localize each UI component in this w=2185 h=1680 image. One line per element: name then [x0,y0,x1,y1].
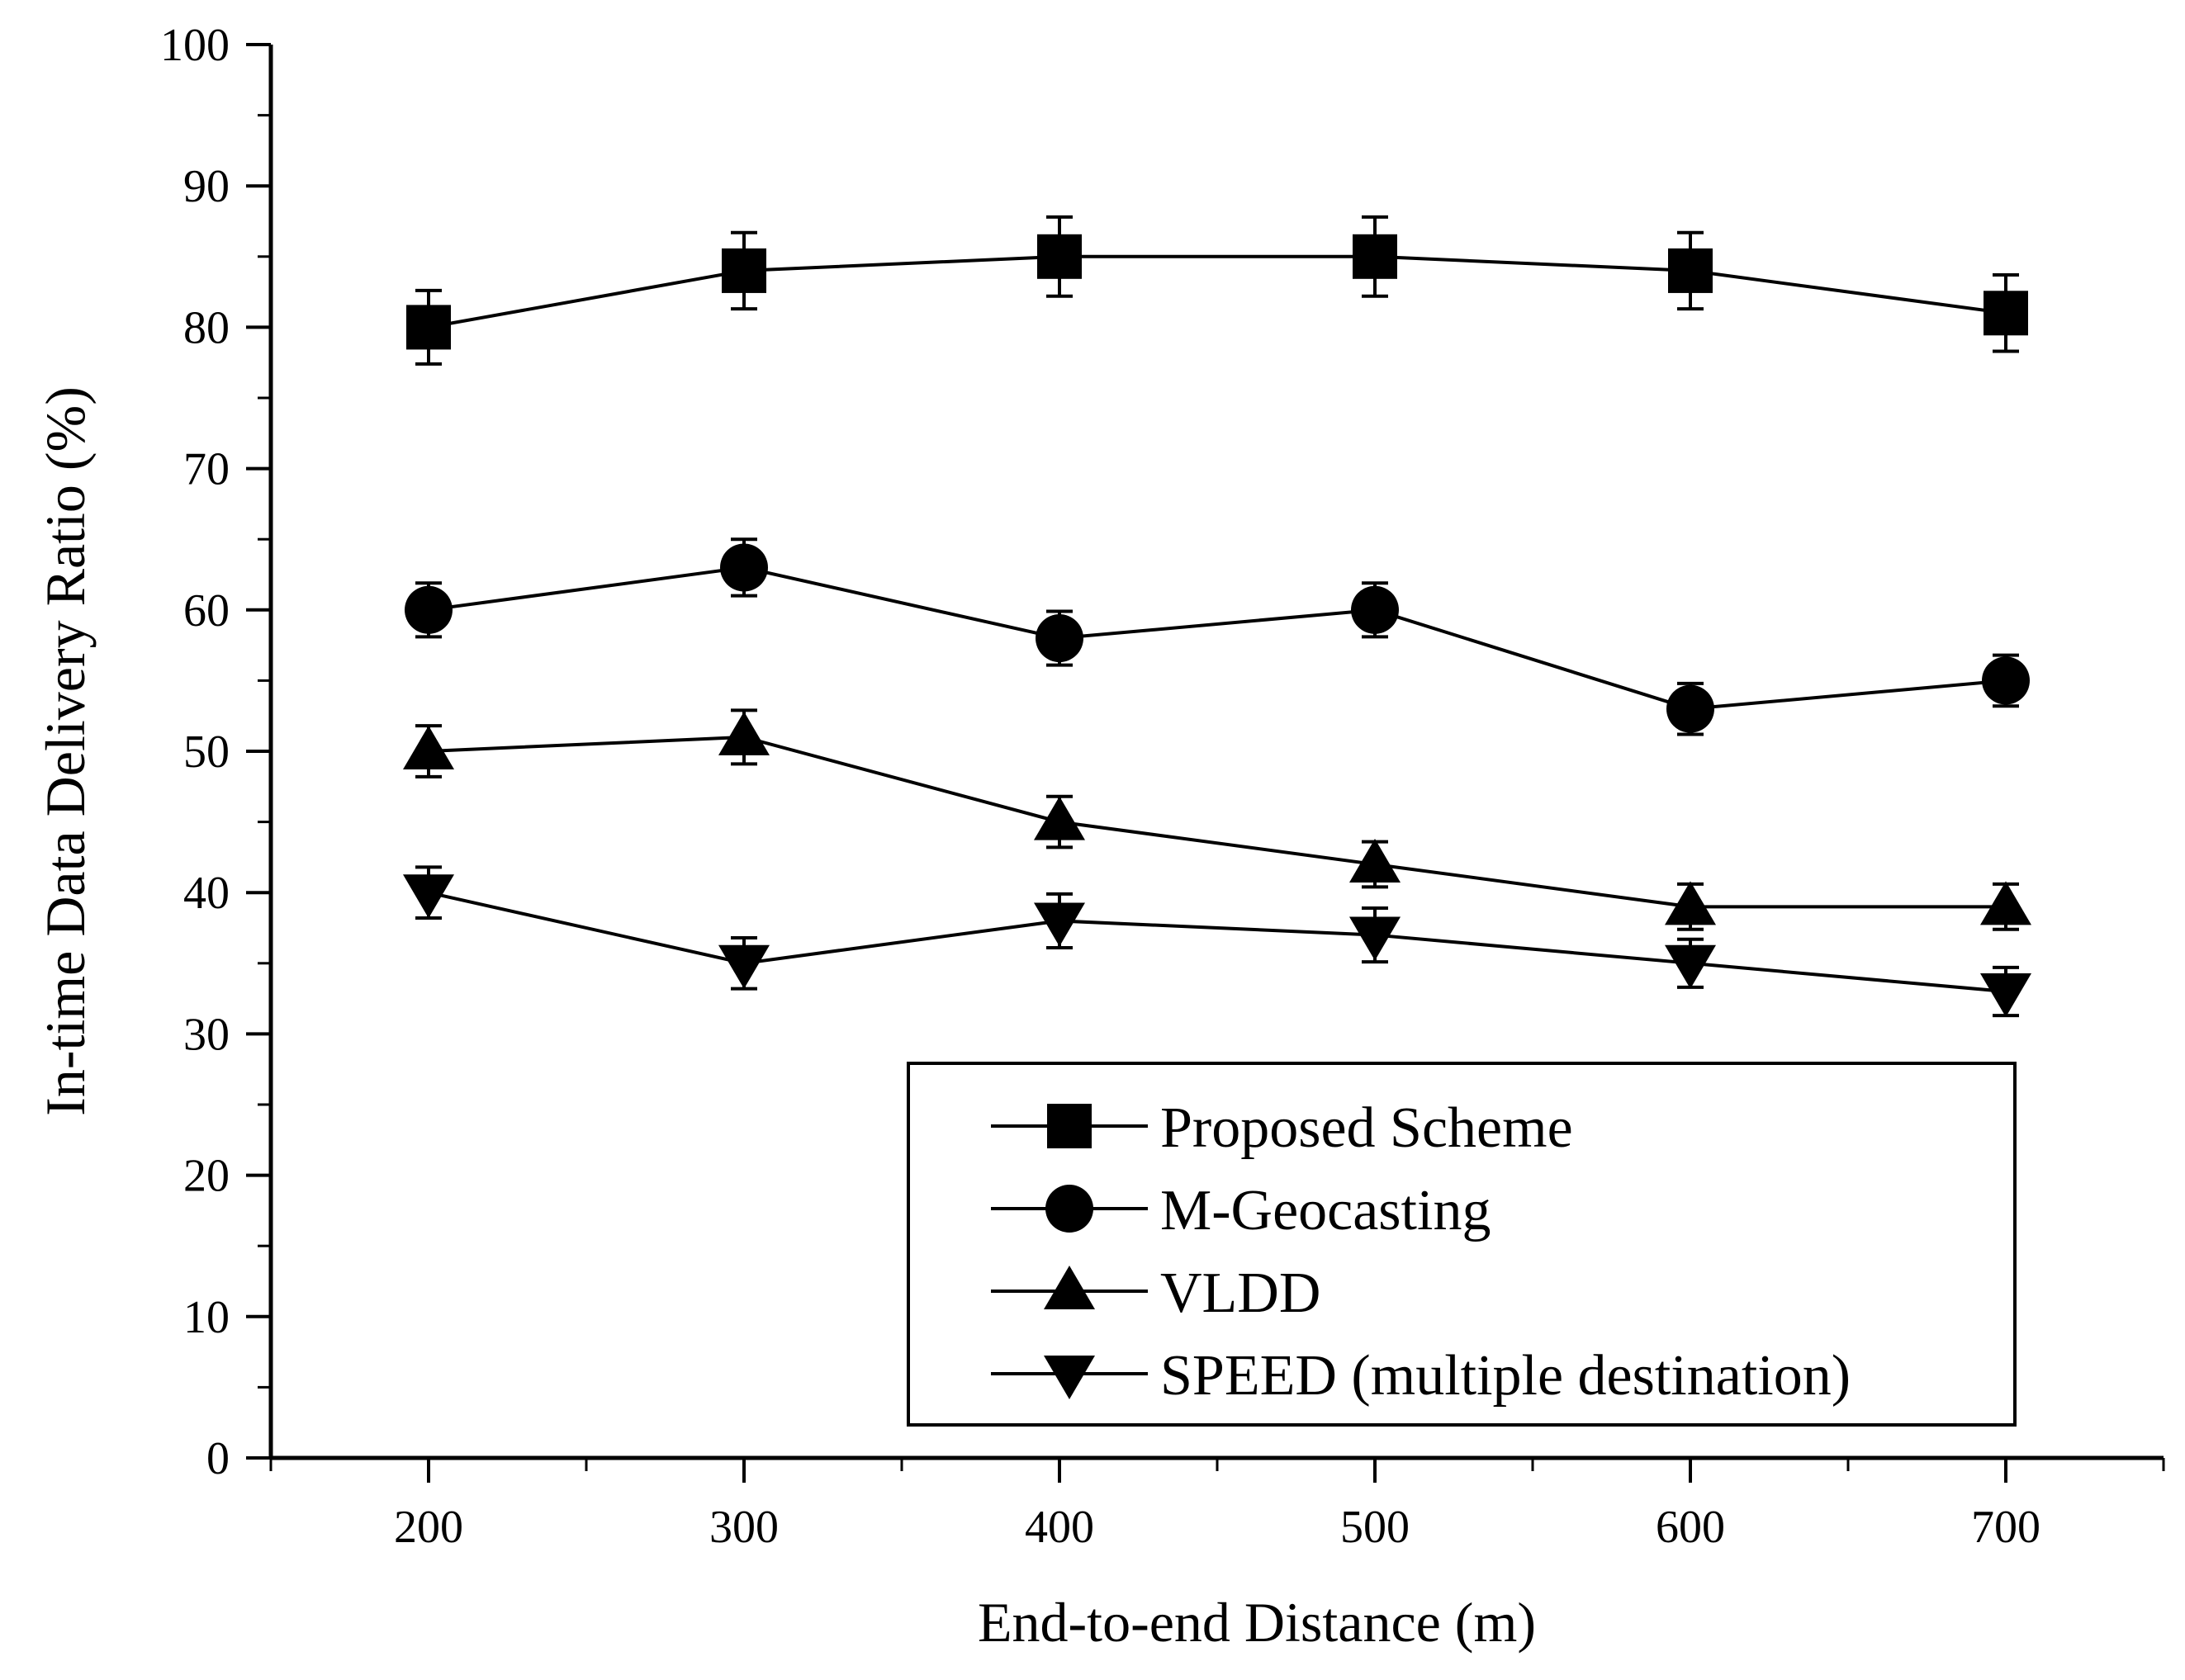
y-tick-label: 80 [183,302,230,353]
x-tick-label: 300 [709,1502,779,1553]
y-tick-label: 0 [206,1433,230,1484]
data-point [403,726,454,769]
data-point [1982,656,2030,705]
data-point [406,305,451,350]
y-axis-title: In-time Data Delivery Ratio (%) [34,386,97,1116]
data-point [1666,684,1714,733]
series-triangle-up [403,708,2031,931]
series-line [428,735,2006,909]
y-tick-label: 20 [183,1151,230,1202]
legend-marker [1044,1266,1095,1309]
data-point [1034,796,1085,840]
data-point [718,711,770,755]
legend-label: VLDD [1160,1261,1320,1325]
y-tick-label: 50 [183,726,230,778]
data-point [1037,234,1082,279]
data-point [1665,944,1716,989]
x-tick-label: 600 [1656,1502,1725,1553]
data-point [1665,881,1716,925]
series-square [406,215,2028,366]
series-triangle-down [403,865,2031,1018]
y-tick-label: 60 [183,585,230,637]
data-point [720,543,768,592]
legend-marker [1047,1104,1092,1148]
data-point [1349,916,1401,961]
legend-label: Proposed Scheme [1160,1096,1573,1160]
data-point [1984,291,2028,336]
y-tick-label: 70 [183,444,230,495]
series-layer [403,215,2031,1018]
y-tick-label: 10 [183,1292,230,1343]
data-point [1351,585,1399,634]
x-axis-title: End-to-end Distance (m) [978,1591,1536,1654]
legend-marker [1045,1185,1093,1233]
x-tick-label: 700 [1971,1502,2040,1553]
y-tick-label: 100 [160,20,230,71]
legend-label: M-Geocasting [1160,1179,1491,1242]
data-point [405,585,453,634]
data-point [1349,838,1401,883]
axes: 0 10 20 30 40 50 60 70 80 90 100 200 300 400 500 600 700… [34,20,2165,1654]
x-tick-label: 400 [1025,1502,1094,1553]
legend-label: SPEED (multiple destination) [1160,1344,1851,1408]
legend-box [907,1062,2017,1427]
x-tick-label: 200 [394,1502,463,1553]
data-point [1980,881,2031,925]
data-point [1980,973,2031,1018]
data-point [1034,902,1085,947]
y-tick-label: 40 [183,868,230,919]
series-line [428,566,2007,711]
data-point [1036,614,1083,663]
data-point [1353,234,1397,279]
series-line [428,254,2007,329]
data-point [403,874,454,919]
x-tick-label: 500 [1340,1502,1410,1553]
data-point [722,248,766,293]
y-tick-label: 90 [183,161,230,212]
legend: Proposed Scheme M-Geocasting VLDD SPEED (mu… [907,1062,2017,1427]
y-tick-label: 30 [183,1009,230,1060]
legend-marker [1044,1356,1095,1399]
data-point [1668,248,1713,293]
data-point [718,944,770,989]
series-line [428,891,2007,994]
series-circle [405,537,2030,736]
